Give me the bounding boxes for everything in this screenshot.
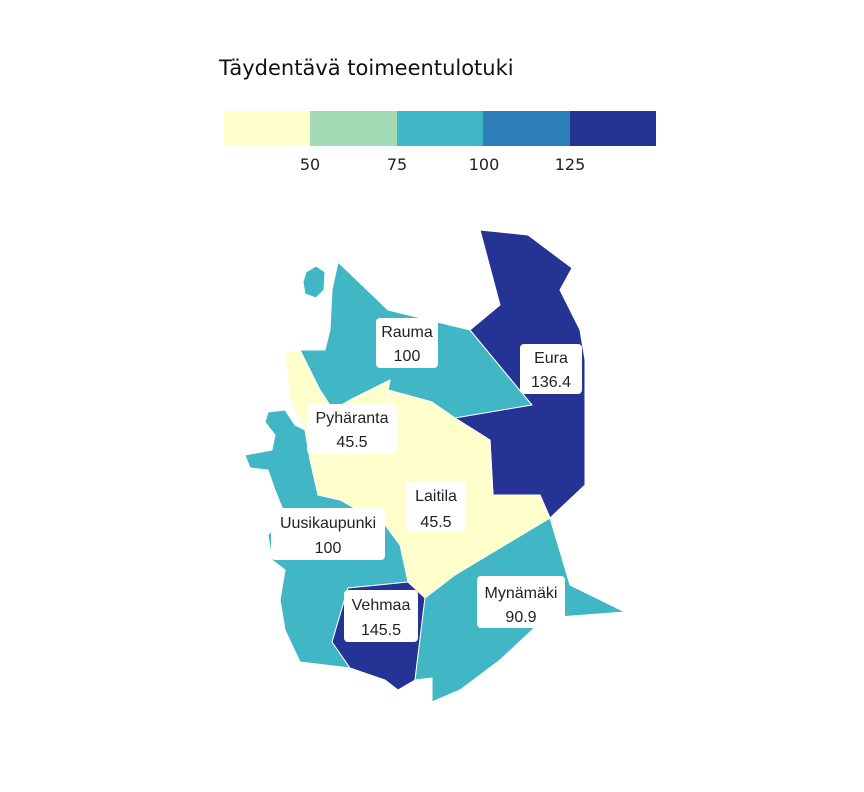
label-region-name: Vehmaa	[352, 597, 411, 614]
legend-swatch	[396, 111, 484, 146]
label-background	[271, 508, 385, 560]
island-shape[interactable]	[302, 265, 326, 299]
label-pyharanta: Pyhäranta 45.5	[307, 404, 397, 454]
legend-swatch	[310, 111, 397, 146]
legend-tick: 75	[386, 155, 408, 174]
label-background	[520, 344, 582, 394]
label-region-name: Rauma	[381, 324, 433, 341]
legend-swatch	[224, 111, 311, 146]
legend-swatch	[569, 111, 657, 146]
legend-tick: 50	[299, 155, 321, 174]
label-region-value: 45.5	[420, 514, 451, 531]
legend-title: Täydentävä toimeentulotuki	[219, 56, 514, 80]
label-region-value: 100	[394, 348, 421, 365]
label-region-value: 100	[315, 540, 342, 557]
label-mynamaki: Mynämäki 90.9	[477, 576, 565, 628]
label-background	[344, 590, 418, 642]
label-region-name: Uusikaupunki	[280, 515, 376, 532]
color-legend	[224, 111, 657, 146]
label-laitila: Laitila 45.5	[406, 482, 466, 532]
legend-swatch	[483, 111, 570, 146]
label-region-name: Pyhäranta	[316, 410, 389, 427]
label-region-name: Laitila	[415, 488, 457, 505]
label-region-value: 45.5	[336, 434, 367, 451]
label-background	[406, 482, 466, 532]
label-region-name: Eura	[534, 350, 568, 367]
legend-tick: 100	[468, 155, 500, 174]
label-vehmaa: Vehmaa 145.5	[344, 590, 418, 642]
label-region-name: Mynämäki	[485, 585, 558, 602]
label-background	[477, 576, 565, 628]
label-background	[376, 318, 438, 368]
label-background	[307, 404, 397, 454]
label-region-value: 136.4	[531, 374, 571, 391]
label-eura: Eura 136.4	[520, 344, 582, 394]
label-region-value: 145.5	[361, 622, 401, 639]
label-rauma: Rauma 100	[376, 318, 438, 368]
label-uusikaupunki: Uusikaupunki 100	[271, 508, 385, 560]
legend-tick: 125	[554, 155, 586, 174]
label-region-value: 90.9	[505, 609, 536, 626]
